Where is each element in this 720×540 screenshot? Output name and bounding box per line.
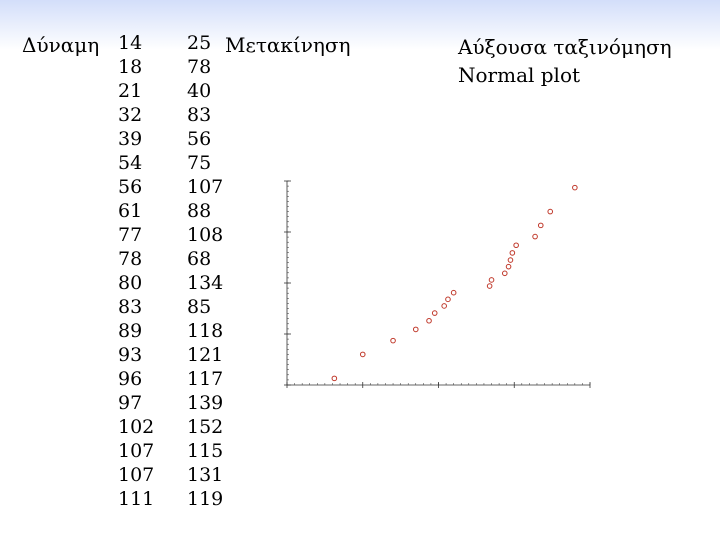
power-value: 97 xyxy=(118,392,143,414)
data-point xyxy=(507,257,514,263)
power-value: 54 xyxy=(118,152,143,174)
motion-value: 115 xyxy=(187,440,224,462)
motion-value: 56 xyxy=(187,128,212,150)
motion-value: 119 xyxy=(187,488,224,510)
power-value: 102 xyxy=(118,416,155,438)
motion-value: 68 xyxy=(187,248,212,270)
motion-values-column: 25 78 40 83 56 75 107 88 108 68 134 85 118 121 117 139 1… xyxy=(187,31,223,511)
power-value: 107 xyxy=(118,440,155,462)
data-point xyxy=(426,317,432,324)
data-point xyxy=(331,375,338,382)
data-point xyxy=(513,242,519,249)
motion-value: 152 xyxy=(187,416,224,438)
power-value: 93 xyxy=(118,344,143,366)
motion-value: 134 xyxy=(187,272,224,294)
motion-value: 25 xyxy=(187,32,212,54)
data-point xyxy=(390,337,396,344)
power-value: 56 xyxy=(118,176,143,198)
plot-title: Normal plot xyxy=(458,63,581,87)
data-point xyxy=(412,326,419,333)
data-point xyxy=(505,263,512,270)
data-point xyxy=(547,208,554,215)
data-point xyxy=(509,250,516,256)
data-point xyxy=(537,222,544,229)
motion-value: 118 xyxy=(187,320,224,342)
power-value: 18 xyxy=(118,56,143,78)
power-value: 78 xyxy=(118,248,143,270)
power-label: Δύναμη xyxy=(22,33,100,57)
power-value: 32 xyxy=(118,104,143,126)
power-value: 80 xyxy=(118,272,143,294)
power-value: 39 xyxy=(118,128,143,150)
motion-value: 131 xyxy=(187,464,224,486)
motion-label: Μετακίνηση xyxy=(225,33,351,57)
motion-value: 75 xyxy=(187,152,212,174)
motion-value: 108 xyxy=(187,224,224,246)
motion-value: 83 xyxy=(187,104,212,126)
motion-value: 139 xyxy=(187,392,224,414)
power-value: 61 xyxy=(118,200,143,222)
sort-title: Αύξουσα ταξινόμηση xyxy=(458,35,672,59)
motion-value: 88 xyxy=(187,200,212,222)
motion-value: 107 xyxy=(187,176,224,198)
data-point xyxy=(359,351,366,358)
data-point xyxy=(488,277,495,283)
data-point xyxy=(445,296,451,303)
data-point xyxy=(441,303,447,309)
motion-value: 78 xyxy=(187,56,212,78)
power-value: 77 xyxy=(118,224,143,246)
data-point xyxy=(486,283,493,289)
motion-value: 117 xyxy=(187,368,224,390)
motion-value: 85 xyxy=(187,296,212,318)
power-value: 96 xyxy=(118,368,143,390)
power-values-column: 14 18 21 32 39 54 56 61 77 78 80 83 89 93 96 97 102 107 10… xyxy=(118,31,154,511)
power-value: 14 xyxy=(118,32,143,54)
data-point xyxy=(450,289,457,296)
data-point xyxy=(431,310,438,316)
power-value: 83 xyxy=(118,296,143,318)
power-value: 107 xyxy=(118,464,155,486)
data-point xyxy=(501,270,508,277)
motion-value: 40 xyxy=(187,80,212,102)
power-value: 21 xyxy=(118,80,143,102)
power-value: 89 xyxy=(118,320,143,342)
data-point xyxy=(532,233,538,240)
data-point xyxy=(572,184,578,191)
motion-value: 121 xyxy=(187,344,224,366)
power-value: 111 xyxy=(118,488,155,510)
